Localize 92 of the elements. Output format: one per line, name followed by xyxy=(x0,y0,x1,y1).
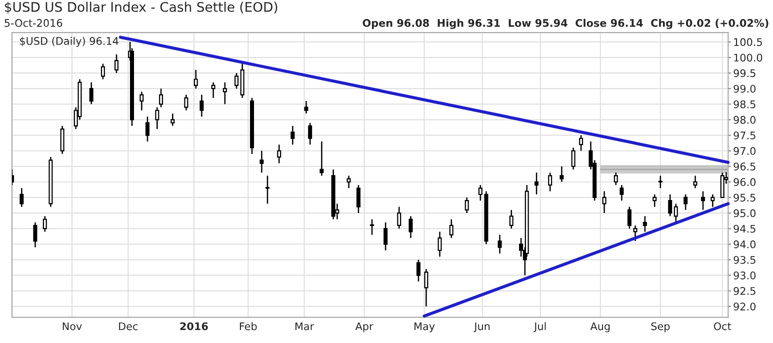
x-tick-label: Dec xyxy=(119,322,138,330)
y-tick-label: 92.0 xyxy=(734,302,756,310)
y-tick-label: 93.0 xyxy=(734,272,756,280)
candlestick xyxy=(627,206,632,230)
candlestick xyxy=(602,190,606,214)
candlestick xyxy=(194,69,198,90)
y-tick-label: 99.0 xyxy=(734,84,756,93)
x-tick-label: Sep xyxy=(651,322,670,332)
candlestick xyxy=(464,196,469,214)
candlestick xyxy=(384,222,388,252)
x-tick-label: May xyxy=(414,322,435,332)
candlestick xyxy=(304,100,308,114)
x-tick-label: Aug xyxy=(590,322,610,332)
candlestick xyxy=(658,175,662,189)
candlestick xyxy=(320,140,324,176)
candlestick xyxy=(449,218,454,239)
candlestick xyxy=(200,94,204,118)
y-tick-label: 94.0 xyxy=(734,240,756,248)
x-tick-label: Mar xyxy=(295,322,314,330)
candlestick xyxy=(155,106,160,130)
x-tick-label: Apr xyxy=(355,322,374,332)
candlestick xyxy=(234,72,239,90)
x-tick-label: Jul xyxy=(534,322,546,332)
candlestick xyxy=(720,172,724,198)
candlestick xyxy=(652,194,657,208)
y-tick-label: 97.5 xyxy=(734,131,756,140)
candlestick xyxy=(308,122,312,146)
candlestick xyxy=(290,125,295,146)
x-tick-label: 2016 xyxy=(180,322,208,330)
candlestick xyxy=(42,216,47,232)
candlestick xyxy=(579,134,584,152)
candlestick xyxy=(346,175,351,189)
candlestick xyxy=(668,194,672,217)
y-tick-label: 100.5 xyxy=(734,38,762,46)
y-tick-label: 92.5 xyxy=(734,287,756,295)
candlestick xyxy=(356,184,360,214)
candlestick xyxy=(700,190,706,211)
x-tick-label: Oct xyxy=(714,322,732,330)
candlestick xyxy=(509,209,514,230)
candlestick xyxy=(211,82,216,99)
candlestick xyxy=(693,175,698,189)
y-tick-label: 97.0 xyxy=(734,147,756,155)
candlestick xyxy=(620,184,624,202)
candlestick xyxy=(424,268,428,308)
text: Open 96.08 High 96.31 Low 95.94 Close 96.14 Chg +0.02 (+0.02%) xyxy=(362,18,768,30)
candlestick xyxy=(277,144,282,164)
y-tick-label: 95.5 xyxy=(734,194,756,202)
candlestick xyxy=(633,224,638,242)
y-tick-label: 98.0 xyxy=(734,116,756,124)
candlestick xyxy=(33,222,38,248)
candlestick xyxy=(140,91,144,111)
candlestick xyxy=(534,172,539,195)
candlestick xyxy=(560,166,564,183)
candlestick xyxy=(370,218,374,236)
x-tick-label: Feb xyxy=(240,322,257,330)
y-tick-label: 98.5 xyxy=(734,100,756,108)
candlestick xyxy=(614,172,618,186)
candlestick xyxy=(710,194,715,208)
candlestick xyxy=(438,231,442,258)
candlestick xyxy=(260,150,264,174)
y-tick-label: 94.5 xyxy=(734,224,756,233)
y-tick-label: 93.5 xyxy=(734,256,756,264)
candlestick xyxy=(184,94,188,111)
candlestick xyxy=(684,194,688,211)
candlestick xyxy=(642,216,647,232)
candlestick xyxy=(114,54,119,74)
y-tick-label: 100.0 xyxy=(734,54,762,62)
candlestick xyxy=(20,188,24,208)
y-tick-label: 96.5 xyxy=(734,162,756,170)
y-tick-label: 95.0 xyxy=(734,209,756,218)
y-tick-label: 99.5 xyxy=(734,69,756,78)
candlestick xyxy=(571,147,576,170)
candlestick xyxy=(548,172,552,192)
candlestick xyxy=(60,125,64,155)
candlestick xyxy=(89,82,94,105)
candlestick xyxy=(498,234,502,254)
candlestick xyxy=(159,88,164,108)
candlestick xyxy=(265,175,270,204)
candlestick xyxy=(416,259,420,282)
candlestick xyxy=(145,116,150,142)
candlestick xyxy=(408,216,413,239)
y-tick-label: 96.0 xyxy=(734,178,756,186)
candlestick xyxy=(100,63,105,80)
candlestick xyxy=(222,82,227,105)
annotation: $USD (Daily) 96.14 xyxy=(20,36,118,47)
x-tick-label: Nov xyxy=(62,322,82,330)
candlestick xyxy=(170,112,175,127)
chart-title: $USD US Dollar Index - Cash Settle (EOD) xyxy=(4,2,278,14)
text: 5-Oct-2016 xyxy=(4,19,62,27)
candlestick xyxy=(674,203,678,224)
x-tick-label: Jun xyxy=(474,322,490,332)
candlestick xyxy=(397,206,402,230)
